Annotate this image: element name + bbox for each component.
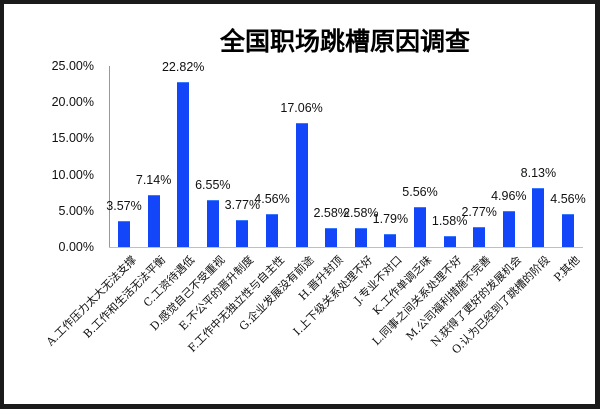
value-label: 2.77% [461,204,497,219]
bar [502,211,515,247]
bar [443,235,456,247]
x-category-label: P.其他 [551,253,583,285]
value-label: 5.56% [402,184,438,199]
chart-title: 全国职场跳槽原因调查 [219,27,470,56]
value-label: 22.82% [161,59,205,74]
value-label: 7.14% [135,173,172,188]
bar [266,213,278,247]
bar [354,228,367,247]
value-label: 4.56% [550,191,586,206]
bar [414,206,426,247]
y-tick-label: 10.00% [51,167,94,182]
y-tick-label: 15.00% [51,131,94,146]
bar [295,123,308,247]
bar [118,221,130,247]
value-label: 2.58% [343,206,379,221]
y-tick-label: 0.00% [58,240,94,254]
value-label: 4.56% [254,191,290,206]
value-label: 1.79% [372,212,409,227]
bar [532,188,545,247]
bar [325,228,338,247]
bar [473,226,486,247]
value-label: 3.57% [106,199,142,214]
bar [177,81,190,247]
bar [147,195,160,247]
bar [206,199,219,247]
x-axis-line [109,247,583,248]
bar [384,234,397,247]
value-label: 6.55% [195,177,231,192]
bar [562,213,574,247]
bar [236,219,249,247]
y-axis-line [109,66,110,247]
value-label: 1.58% [431,213,468,228]
value-label: 17.06% [280,101,323,116]
y-tick-label: 25.00% [51,59,94,73]
value-label: 2.58% [313,206,349,221]
y-tick-label: 20.00% [51,95,94,110]
value-label: 3.77% [224,197,261,212]
value-label: 8.13% [520,166,557,181]
value-label: 4.96% [491,189,527,204]
y-tick-label: 5.00% [58,203,94,218]
